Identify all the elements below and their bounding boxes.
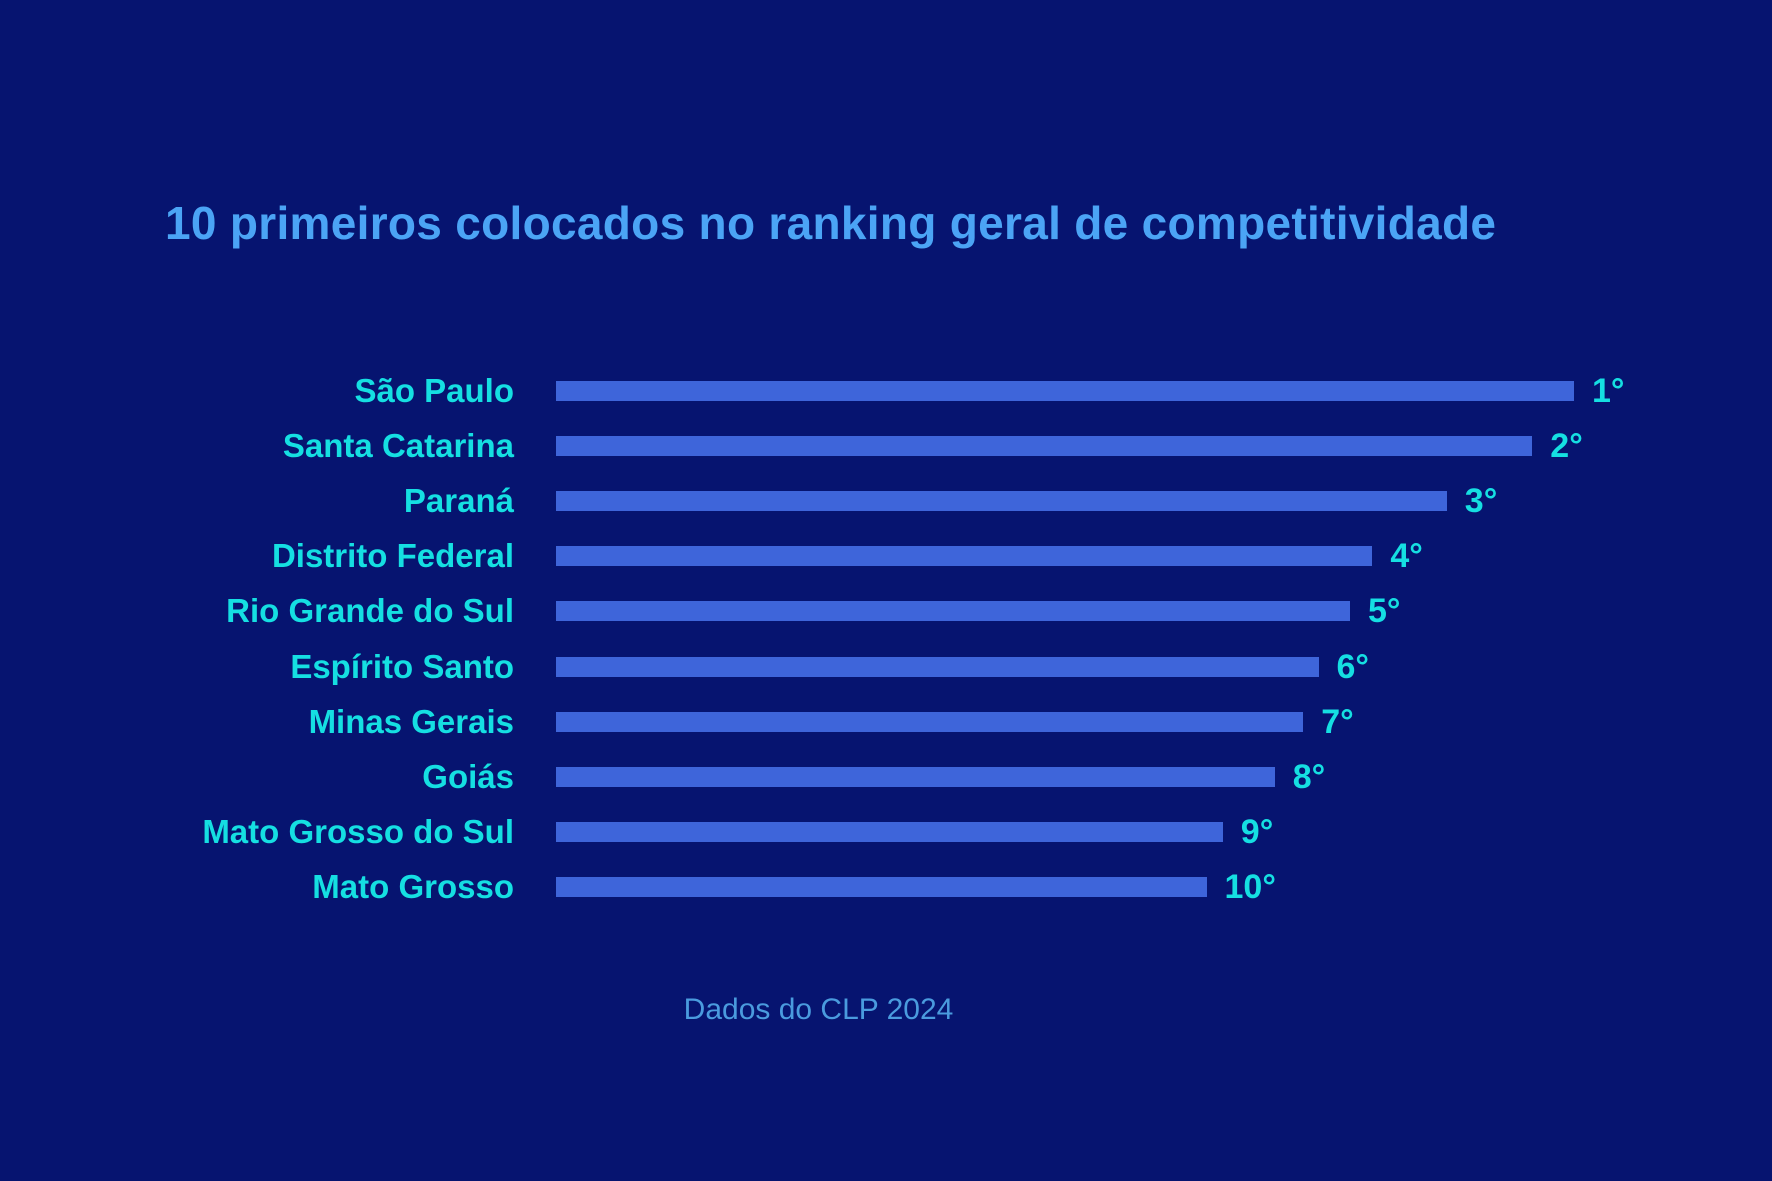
rank-bar bbox=[556, 711, 1304, 732]
rank-bar bbox=[556, 766, 1275, 787]
rank-bar bbox=[556, 491, 1447, 512]
state-label: Mato Grosso bbox=[312, 867, 514, 905]
rank-value-label: 9° bbox=[1240, 812, 1274, 851]
rank-value-label: 8° bbox=[1292, 757, 1326, 796]
state-label: Minas Gerais bbox=[308, 702, 514, 740]
rank-bar bbox=[556, 381, 1574, 401]
state-label: Paraná bbox=[403, 482, 514, 520]
rank-bar bbox=[556, 546, 1373, 567]
chart-row: Paraná 3° bbox=[0, 482, 1772, 520]
rank-value-label: 1° bbox=[1592, 372, 1625, 410]
chart-row: Mato Grosso 10° bbox=[0, 868, 1772, 906]
state-label: Goiás bbox=[422, 757, 514, 795]
source-note: Dados do CLP 2024 bbox=[683, 993, 954, 1026]
chart-row: Distrito Federal 4° bbox=[0, 537, 1772, 575]
chart-row: Minas Gerais 7° bbox=[0, 703, 1772, 741]
rank-value-label: 6° bbox=[1336, 647, 1370, 686]
chart-row: São Paulo 1° bbox=[0, 372, 1772, 410]
rank-bar bbox=[556, 876, 1207, 897]
state-label: Distrito Federal bbox=[271, 537, 514, 575]
state-label: Espírito Santo bbox=[290, 647, 514, 685]
chart-title: 10 primeiros colocados no ranking geral … bbox=[165, 197, 1497, 249]
rank-value-label: 2° bbox=[1550, 427, 1583, 466]
chart-row: Mato Grosso do Sul 9° bbox=[0, 813, 1772, 851]
rank-bar bbox=[556, 436, 1533, 457]
rank-value-label: 5° bbox=[1368, 592, 1401, 631]
chart-row: Rio Grande do Sul 5° bbox=[0, 592, 1772, 630]
state-label: Santa Catarina bbox=[282, 427, 514, 465]
rank-value-label: 3° bbox=[1464, 482, 1498, 521]
chart-row: Goiás 8° bbox=[0, 758, 1772, 796]
chart-row: Santa Catarina 2° bbox=[0, 427, 1772, 465]
rank-bar bbox=[556, 821, 1223, 842]
state-label: Mato Grosso do Sul bbox=[202, 812, 514, 850]
chart-row: Espírito Santo 6° bbox=[0, 648, 1772, 686]
rank-value-label: 10° bbox=[1224, 867, 1276, 906]
state-label: São Paulo bbox=[354, 372, 514, 409]
rank-bar bbox=[556, 656, 1319, 677]
rank-value-label: 7° bbox=[1321, 702, 1354, 741]
rank-value-label: 4° bbox=[1390, 537, 1423, 576]
rank-bar bbox=[556, 601, 1350, 622]
state-label: Rio Grande do Sul bbox=[226, 592, 514, 630]
